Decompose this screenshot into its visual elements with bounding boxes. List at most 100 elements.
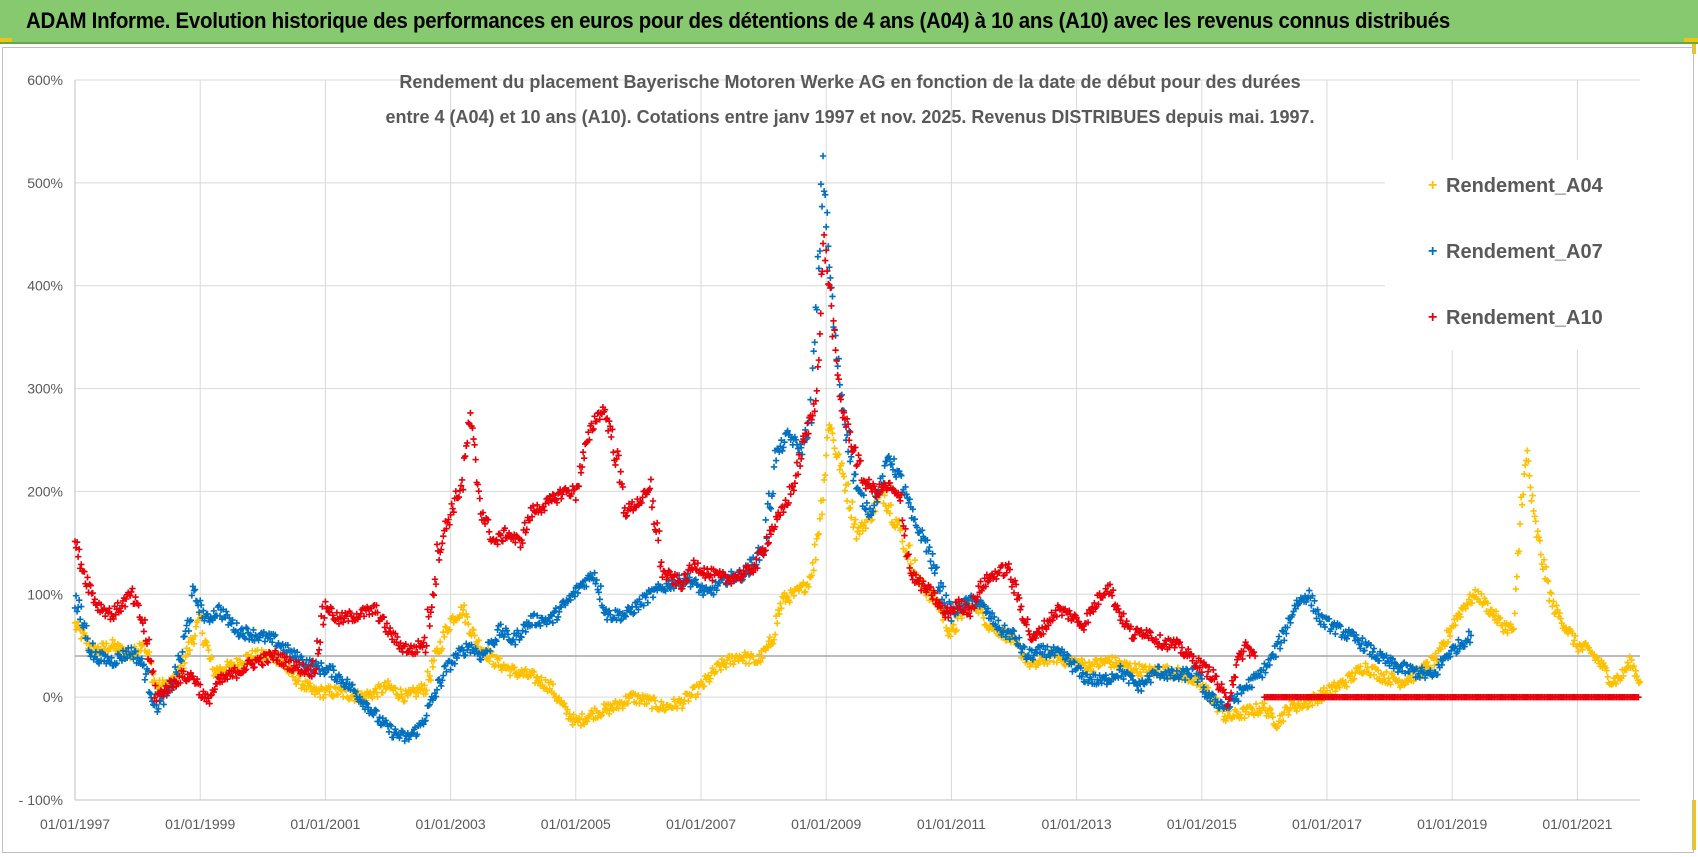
- data-point: [367, 689, 374, 696]
- data-point: [757, 658, 764, 666]
- x-tick-label: 01/01/2007: [666, 816, 736, 832]
- data-point: [171, 663, 179, 671]
- data-point: [818, 203, 826, 210]
- data-point: [1357, 663, 1364, 670]
- data-point: [1423, 658, 1431, 666]
- data-point: [410, 688, 418, 695]
- data-point: [862, 524, 870, 532]
- x-tick-label: 01/01/2019: [1417, 816, 1487, 832]
- data-point: [597, 712, 605, 720]
- data-point: [299, 681, 306, 688]
- data-point: [441, 633, 448, 641]
- data-point: [74, 553, 82, 560]
- data-point: [418, 680, 425, 688]
- data-point: [740, 653, 747, 661]
- data-point: [1245, 711, 1252, 718]
- y-tick-label: - 100%: [19, 792, 63, 808]
- data-point: [114, 640, 121, 648]
- chart-border: [2, 47, 1694, 853]
- data-point: [442, 623, 449, 630]
- legend-label-a07: Rendement_A07: [1446, 241, 1603, 263]
- x-tick-label: 01/01/2017: [1292, 816, 1362, 832]
- corner-accent-top-right: [1684, 38, 1698, 42]
- data-point: [805, 583, 812, 590]
- data-point: [224, 658, 231, 665]
- data-point: [848, 514, 855, 521]
- data-point: [687, 692, 694, 700]
- data-point: [1513, 573, 1521, 580]
- data-point: [846, 458, 854, 465]
- data-point: [790, 592, 798, 599]
- data-point: [432, 580, 440, 588]
- data-point: [1269, 714, 1276, 721]
- y-tick-label: 200%: [27, 483, 63, 499]
- data-point: [1237, 711, 1244, 718]
- data-point: [510, 665, 517, 672]
- data-point: [679, 705, 686, 712]
- data-point: [911, 556, 919, 564]
- data-point: [1034, 661, 1042, 669]
- data-point: [657, 563, 664, 570]
- data-point: [580, 721, 588, 728]
- data-point: [160, 701, 167, 708]
- data-point: [815, 356, 823, 364]
- data-point: [1550, 598, 1557, 605]
- data-point: [1343, 683, 1351, 690]
- data-point: [522, 665, 529, 673]
- data-point: [489, 651, 496, 658]
- data-point: [1446, 632, 1454, 640]
- data-point: [423, 712, 430, 719]
- data-point: [306, 680, 313, 687]
- data-point: [829, 333, 836, 340]
- data-point: [78, 603, 85, 610]
- data-point: [189, 635, 197, 643]
- data-point: [430, 591, 438, 599]
- data-point: [762, 516, 769, 524]
- data-point: [454, 494, 462, 502]
- data-point: [185, 627, 192, 635]
- data-point: [496, 655, 503, 662]
- data-point: [651, 697, 659, 704]
- data-point: [1274, 723, 1282, 730]
- data-point: [1086, 609, 1094, 617]
- data-point: [766, 633, 774, 641]
- data-point: [852, 471, 859, 478]
- data-point: [448, 500, 455, 508]
- data-point: [821, 257, 829, 264]
- data-point: [579, 719, 587, 727]
- data-point: [431, 576, 439, 583]
- data-point: [1531, 513, 1538, 520]
- data-point: [193, 598, 201, 605]
- x-tick-label: 01/01/2003: [416, 816, 486, 832]
- data-point: [661, 707, 668, 714]
- data-point: [523, 526, 530, 533]
- data-point: [818, 511, 826, 518]
- data-point: [811, 339, 818, 346]
- data-point: [817, 310, 824, 317]
- data-point: [519, 670, 526, 678]
- data-point: [863, 499, 871, 507]
- data-point: [424, 668, 431, 675]
- data-point: [538, 674, 545, 681]
- data-point: [685, 697, 692, 705]
- data-point: [1370, 645, 1378, 652]
- data-point: [1267, 706, 1274, 713]
- data-point: [71, 619, 79, 626]
- data-point: [926, 543, 933, 551]
- data-point: [1548, 590, 1555, 597]
- data-point: [330, 667, 337, 674]
- data-point: [802, 588, 809, 596]
- data-point: [827, 274, 834, 282]
- data-point: [718, 656, 726, 663]
- banner-title: ADAM Informe. Evolution historique des p…: [26, 8, 1450, 33]
- data-point: [820, 476, 828, 484]
- data-point: [650, 520, 658, 528]
- data-point: [839, 470, 847, 477]
- data-point: [399, 693, 406, 701]
- data-point: [770, 463, 778, 471]
- data-point: [824, 434, 831, 441]
- data-point: [404, 692, 412, 699]
- chart-title-line-1: Rendement du placement Bayerische Motore…: [399, 72, 1300, 92]
- data-point: [392, 684, 399, 692]
- data-point: [1407, 672, 1414, 679]
